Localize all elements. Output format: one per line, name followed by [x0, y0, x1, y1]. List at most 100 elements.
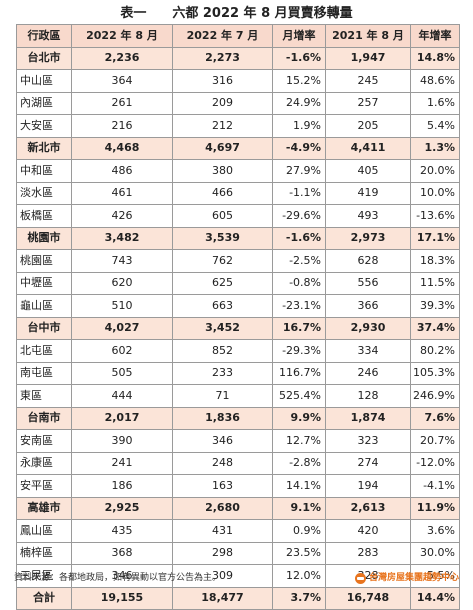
column-header-region: 行政區 — [16, 24, 72, 48]
cell-mom: 525.4% — [272, 384, 326, 408]
cell-yoy: -13.6% — [410, 204, 460, 228]
cell-jul-2022: 4,697 — [172, 136, 273, 160]
cell-region: 中山區 — [16, 69, 72, 93]
table-row-district: 中壢區 620 625 -0.8% 556 11.5% — [16, 271, 460, 295]
cell-mom: -0.8% — [272, 271, 326, 295]
cell-region: 龜山區 — [16, 294, 72, 318]
cell-yoy: 30.0% — [410, 541, 460, 565]
cell-jul-2022: 2,680 — [172, 496, 273, 520]
cell-region: 台南市 — [16, 406, 72, 430]
total-row: 合計 19,155 18,477 3.7% 16,748 14.4% — [16, 586, 460, 610]
cell-yoy: 5.5% — [410, 564, 460, 588]
cell-aug-2021: 323 — [325, 429, 411, 453]
cell-yoy: 14.8% — [410, 46, 460, 70]
transfer-volume-table: 行政區 2022 年 8 月 2022 年 7 月 月增率 2021 年 8 月… — [16, 24, 460, 610]
total-yoy: 14.4% — [410, 586, 460, 610]
cell-jul-2022: 233 — [172, 361, 273, 385]
cell-aug-2021: 2,613 — [325, 496, 411, 520]
cell-jul-2022: 3,539 — [172, 226, 273, 250]
cell-aug-2021: 274 — [325, 451, 411, 475]
table-row-district: 大安區 216 212 1.9% 205 5.4% — [16, 114, 460, 138]
cell-jul-2022: 209 — [172, 91, 273, 115]
cell-aug-2021: 493 — [325, 204, 411, 228]
cell-region: 楠梓區 — [16, 541, 72, 565]
cell-mom: 1.9% — [272, 114, 326, 138]
table-row-district: 楠梓區 368 298 23.5% 283 30.0% — [16, 541, 460, 565]
cell-aug-2021: 205 — [325, 114, 411, 138]
table-row-city: 新北市 4,468 4,697 -4.9% 4,411 1.3% — [16, 136, 460, 160]
table-row-district: 鳳山區 435 431 0.9% 420 3.6% — [16, 519, 460, 543]
cell-mom: 24.9% — [272, 91, 326, 115]
cell-jul-2022: 212 — [172, 114, 273, 138]
cell-yoy: 7.6% — [410, 406, 460, 430]
cell-region: 桃園區 — [16, 249, 72, 273]
cell-mom: 9.1% — [272, 496, 326, 520]
cell-region: 東區 — [16, 384, 72, 408]
total-aug-2021: 16,748 — [325, 586, 411, 610]
cell-aug-2021: 283 — [325, 541, 411, 565]
cell-jul-2022: 431 — [172, 519, 273, 543]
cell-yoy: 1.3% — [410, 136, 460, 160]
cell-region: 南屯區 — [16, 361, 72, 385]
cell-region: 桃園市 — [16, 226, 72, 250]
cell-aug-2021: 1,947 — [325, 46, 411, 70]
cell-region: 淡水區 — [16, 181, 72, 205]
cell-region: 大安區 — [16, 114, 72, 138]
cell-jul-2022: 1,836 — [172, 406, 273, 430]
cell-mom: 116.7% — [272, 361, 326, 385]
cell-yoy: 80.2% — [410, 339, 460, 363]
cell-aug-2022: 510 — [71, 294, 173, 318]
column-header-aug-2022: 2022 年 8 月 — [71, 24, 173, 48]
table-row-district: 板橋區 426 605 -29.6% 493 -13.6% — [16, 204, 460, 228]
cell-aug-2022: 186 — [71, 474, 173, 498]
cell-aug-2021: 2,973 — [325, 226, 411, 250]
cell-mom: 15.2% — [272, 69, 326, 93]
table-row-district: 桃園區 743 762 -2.5% 628 18.3% — [16, 249, 460, 273]
cell-aug-2022: 364 — [71, 69, 173, 93]
cell-yoy: 3.6% — [410, 519, 460, 543]
table-header-row: 行政區 2022 年 8 月 2022 年 7 月 月增率 2021 年 8 月… — [16, 24, 460, 48]
cell-mom: 12.7% — [272, 429, 326, 453]
cell-mom: -4.9% — [272, 136, 326, 160]
cell-aug-2022: 368 — [71, 541, 173, 565]
total-mom: 3.7% — [272, 586, 326, 610]
cell-region: 中壢區 — [16, 271, 72, 295]
cell-yoy: 11.5% — [410, 271, 460, 295]
cell-yoy: 10.0% — [410, 181, 460, 205]
cell-region: 高雄市 — [16, 496, 72, 520]
cell-aug-2021: 245 — [325, 69, 411, 93]
cell-jul-2022: 380 — [172, 159, 273, 183]
cell-jul-2022: 605 — [172, 204, 273, 228]
cell-aug-2022: 241 — [71, 451, 173, 475]
cell-aug-2022: 4,027 — [71, 316, 173, 340]
cell-jul-2022: 3,452 — [172, 316, 273, 340]
cell-jul-2022: 2,273 — [172, 46, 273, 70]
cell-jul-2022: 466 — [172, 181, 273, 205]
cell-aug-2022: 3,482 — [71, 226, 173, 250]
cell-jul-2022: 71 — [172, 384, 273, 408]
column-header-jul-2022: 2022 年 7 月 — [172, 24, 273, 48]
table-row-district: 安平區 186 163 14.1% 194 -4.1% — [16, 474, 460, 498]
cell-jul-2022: 625 — [172, 271, 273, 295]
cell-aug-2022: 435 — [71, 519, 173, 543]
table-row-city: 台南市 2,017 1,836 9.9% 1,874 7.6% — [16, 406, 460, 430]
cell-aug-2022: 743 — [71, 249, 173, 273]
cell-jul-2022: 346 — [172, 429, 273, 453]
cell-mom: 16.7% — [272, 316, 326, 340]
column-header-aug-2021: 2021 年 8 月 — [325, 24, 411, 48]
cell-mom: -1.6% — [272, 46, 326, 70]
cell-jul-2022: 663 — [172, 294, 273, 318]
cell-mom: 9.9% — [272, 406, 326, 430]
cell-yoy: 48.6% — [410, 69, 460, 93]
cell-mom: -23.1% — [272, 294, 326, 318]
cell-aug-2022: 261 — [71, 91, 173, 115]
cell-yoy: 20.7% — [410, 429, 460, 453]
cell-mom: -2.8% — [272, 451, 326, 475]
cell-aug-2022: 4,468 — [71, 136, 173, 160]
column-header-mom: 月增率 — [272, 24, 326, 48]
cell-mom: 14.1% — [272, 474, 326, 498]
cell-aug-2021: 128 — [325, 384, 411, 408]
table-row-city: 桃園市 3,482 3,539 -1.6% 2,973 17.1% — [16, 226, 460, 250]
cell-jul-2022: 316 — [172, 69, 273, 93]
table-row-district: 中和區 486 380 27.9% 405 20.0% — [16, 159, 460, 183]
